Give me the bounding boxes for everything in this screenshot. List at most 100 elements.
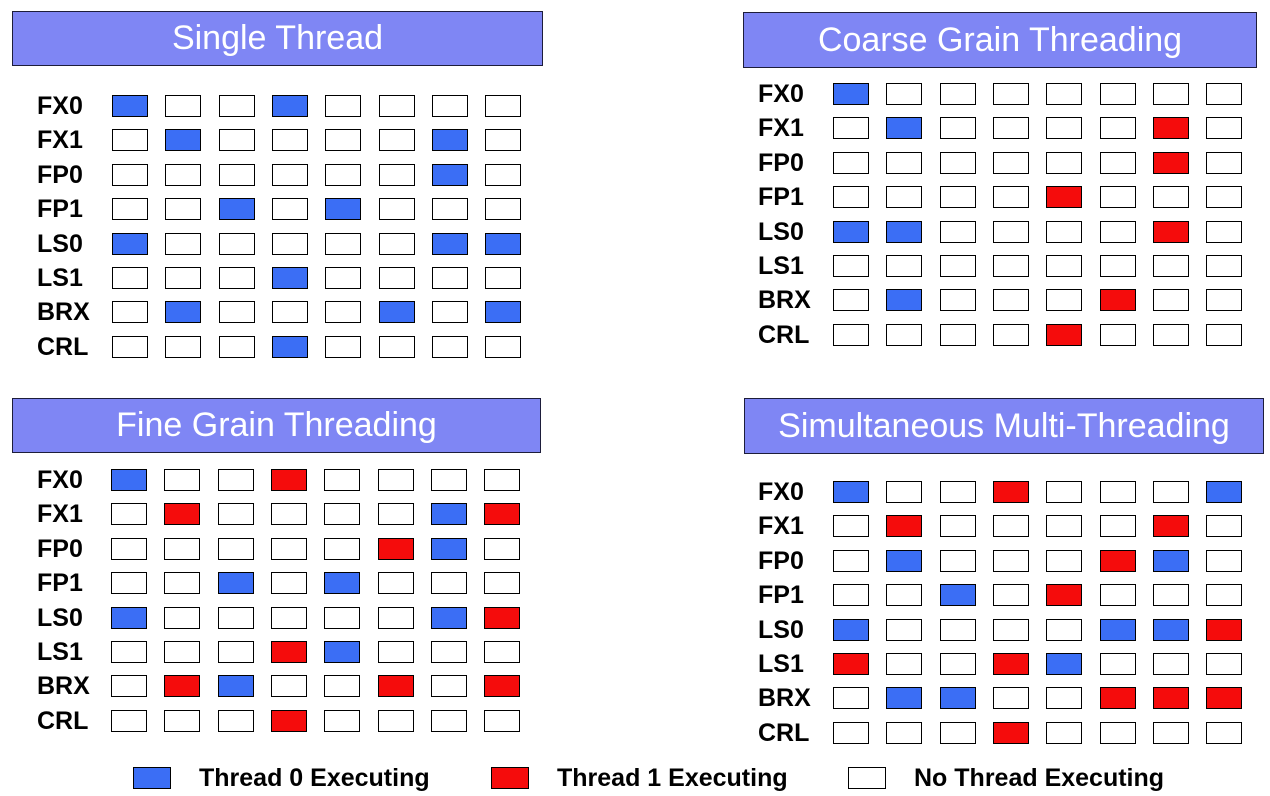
slot-cell-fine-grain-r6-c6 [377, 641, 414, 663]
slot-cell-smt-r6-c5 [1046, 653, 1083, 675]
slot-cell-fine-grain-r4-c4 [270, 572, 307, 595]
slot-cell-single-thread-r8-c5 [325, 335, 362, 358]
slot-cell-coarse-grain-r2-c6 [1099, 117, 1136, 140]
slot-cell-smt-r8-c2 [886, 721, 923, 744]
row-label-fine-grain-fx1: FX1 [37, 500, 83, 529]
slot-cell-coarse-grain-r5-c1 [833, 220, 869, 243]
slot-cell-single-thread-r3-c1 [112, 163, 148, 186]
slot-cell-fine-grain-r4-c5 [324, 572, 361, 595]
slot-cell-fine-grain-r4-c6 [377, 572, 414, 595]
legend-label-thread1: Thread 1 Executing [557, 763, 788, 792]
row-label-smt-fp0: FP0 [758, 546, 804, 575]
slot-cell-single-thread-r2-c3 [218, 129, 255, 152]
slot-cell-fine-grain-r7-c1 [111, 675, 147, 698]
slot-cell-single-thread-r5-c1 [112, 232, 148, 255]
slot-cell-single-thread-r4-c4 [271, 198, 308, 221]
legend-label-thread0: Thread 0 Executing [199, 763, 430, 792]
slot-cell-smt-r4-c3 [939, 584, 976, 607]
slot-cell-fine-grain-r7-c7 [430, 675, 467, 698]
slot-cell-fine-grain-r4-c3 [217, 572, 254, 595]
slot-cell-single-thread-r2-c6 [378, 129, 415, 152]
slot-cell-fine-grain-r7-c3 [217, 675, 254, 698]
panel-title-coarse-grain: Coarse Grain Threading [743, 12, 1257, 68]
slot-cell-smt-r7-c7 [1152, 687, 1189, 710]
slot-cell-single-thread-r5-c5 [325, 232, 362, 255]
slot-cell-single-thread-r5-c6 [378, 232, 415, 255]
slot-cell-fine-grain-r6-c4 [270, 641, 307, 663]
slot-cell-coarse-grain-r7-c3 [939, 289, 976, 312]
slot-cell-single-thread-r5-c8 [485, 232, 522, 255]
slot-cell-single-thread-r8-c1 [112, 335, 148, 358]
slot-cell-fine-grain-r8-c2 [164, 709, 201, 732]
slot-cell-smt-r2-c1 [833, 515, 869, 538]
slot-cell-coarse-grain-r4-c8 [1206, 186, 1243, 209]
row-label-smt-brx: BRX [758, 684, 811, 713]
slot-cell-fine-grain-r8-c7 [430, 709, 467, 732]
slot-cell-coarse-grain-r5-c8 [1206, 220, 1243, 243]
slot-cell-single-thread-r4-c5 [325, 198, 362, 221]
slot-cell-fine-grain-r1-c3 [217, 469, 254, 491]
slot-cell-smt-r8-c6 [1099, 721, 1136, 744]
row-label-coarse-grain-fp0: FP0 [758, 148, 804, 177]
slot-cell-single-thread-r6-c6 [378, 267, 415, 289]
slot-cell-fine-grain-r1-c2 [164, 469, 201, 491]
slot-cell-single-thread-r6-c7 [431, 267, 468, 289]
slot-cell-coarse-grain-r6-c3 [939, 255, 976, 277]
slot-cell-fine-grain-r5-c3 [217, 606, 254, 629]
slot-cell-fine-grain-r5-c6 [377, 606, 414, 629]
row-label-fine-grain-fp0: FP0 [37, 534, 83, 563]
slot-cell-coarse-grain-r6-c5 [1046, 255, 1083, 277]
slot-cell-fine-grain-r1-c1 [111, 469, 147, 491]
slot-cell-coarse-grain-r8-c7 [1152, 323, 1189, 346]
slot-cell-fine-grain-r3-c7 [430, 537, 467, 560]
row-label-coarse-grain-ls0: LS0 [758, 217, 804, 246]
row-label-fine-grain-fx0: FX0 [37, 466, 83, 494]
slot-cell-smt-r5-c3 [939, 618, 976, 641]
row-label-single-thread-ls0: LS0 [37, 229, 83, 258]
slot-cell-single-thread-r2-c4 [271, 129, 308, 152]
slot-cell-single-thread-r5-c2 [165, 232, 202, 255]
slot-cell-fine-grain-r4-c1 [111, 572, 147, 595]
slot-cell-coarse-grain-r3-c7 [1152, 151, 1189, 174]
slot-cell-coarse-grain-r3-c4 [992, 151, 1029, 174]
slot-cell-fine-grain-r5-c8 [484, 606, 521, 629]
slot-cell-fine-grain-r2-c3 [217, 503, 254, 526]
slot-cell-coarse-grain-r7-c5 [1046, 289, 1083, 312]
slot-cell-coarse-grain-r7-c8 [1206, 289, 1243, 312]
row-label-coarse-grain-crl: CRL [758, 320, 810, 349]
slot-cell-coarse-grain-r4-c5 [1046, 186, 1083, 209]
slot-cell-single-thread-r7-c3 [218, 301, 255, 324]
slot-cell-coarse-grain-r5-c7 [1152, 220, 1189, 243]
slot-cell-smt-r3-c2 [886, 549, 923, 572]
row-label-single-thread-fp0: FP0 [37, 160, 83, 189]
slot-cell-single-thread-r6-c4 [271, 267, 308, 289]
slot-cell-fine-grain-r6-c3 [217, 641, 254, 663]
slot-cell-coarse-grain-r1-c1 [833, 83, 869, 105]
slot-cell-smt-r1-c2 [886, 481, 923, 503]
slot-cell-smt-r2-c4 [992, 515, 1029, 538]
slot-cell-coarse-grain-r1-c4 [992, 83, 1029, 105]
slot-cell-smt-r8-c4 [992, 721, 1029, 744]
slot-cell-single-thread-r7-c8 [485, 301, 522, 324]
slot-cell-smt-r4-c4 [992, 584, 1029, 607]
slot-cell-fine-grain-r1-c4 [270, 469, 307, 491]
slot-cell-fine-grain-r2-c2 [164, 503, 201, 526]
slot-cell-smt-r2-c8 [1206, 515, 1243, 538]
row-label-coarse-grain-ls1: LS1 [758, 252, 804, 280]
slot-cell-single-thread-r1-c2 [165, 95, 202, 117]
slot-cell-coarse-grain-r4-c1 [833, 186, 869, 209]
row-label-smt-fp1: FP1 [758, 581, 804, 610]
slot-cell-single-thread-r3-c4 [271, 163, 308, 186]
slot-cell-smt-r8-c8 [1206, 721, 1243, 744]
slot-cell-coarse-grain-r1-c5 [1046, 83, 1083, 105]
slot-cell-smt-r5-c6 [1099, 618, 1136, 641]
slot-cell-single-thread-r8-c4 [271, 335, 308, 358]
panel-title-smt: Simultaneous Multi-Threading [744, 398, 1264, 454]
slot-cell-single-thread-r1-c5 [325, 95, 362, 117]
slot-cell-fine-grain-r5-c1 [111, 606, 147, 629]
slot-cell-fine-grain-r3-c3 [217, 537, 254, 560]
slot-cell-fine-grain-r1-c6 [377, 469, 414, 491]
slot-cell-fine-grain-r2-c1 [111, 503, 147, 526]
slot-cell-fine-grain-r4-c2 [164, 572, 201, 595]
slot-cell-coarse-grain-r8-c4 [992, 323, 1029, 346]
